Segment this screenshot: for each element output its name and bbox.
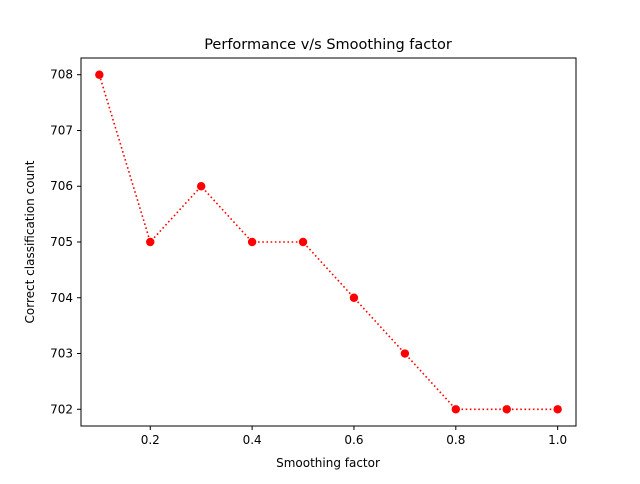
data-point bbox=[502, 405, 511, 414]
data-point bbox=[553, 405, 562, 414]
y-axis-label: Correct classification count bbox=[23, 160, 37, 323]
data-point bbox=[451, 405, 461, 414]
x-tick-label: 0.2 bbox=[141, 433, 160, 447]
y-tick-label: 702 bbox=[50, 402, 73, 416]
chart-title: Performance v/s Smoothing factor bbox=[204, 37, 452, 53]
y-tick-label: 706 bbox=[50, 179, 73, 193]
plot-frame bbox=[80, 57, 577, 427]
y-tick-label: 705 bbox=[50, 235, 73, 249]
plot-area bbox=[95, 70, 562, 414]
data-point bbox=[146, 237, 155, 247]
data-point bbox=[298, 237, 308, 247]
data-point bbox=[247, 237, 257, 247]
x-tick-label: 1.0 bbox=[548, 433, 567, 447]
y-tick-label: 703 bbox=[50, 347, 73, 361]
data-point bbox=[95, 70, 104, 79]
y-tick-label: 708 bbox=[50, 68, 73, 82]
x-tick-label: 0.4 bbox=[243, 433, 262, 447]
data-point bbox=[400, 349, 410, 358]
x-tick-label: 0.8 bbox=[446, 433, 465, 447]
data-point bbox=[349, 293, 359, 302]
x-axis-label: Smoothing factor bbox=[276, 456, 380, 470]
y-tick-label: 707 bbox=[50, 123, 73, 137]
x-axis: 0.2 0.4 0.6 0.8 1.0 bbox=[141, 426, 567, 447]
y-axis: 702 703 704 705 706 707 708 bbox=[50, 68, 81, 416]
data-point bbox=[196, 182, 206, 191]
y-tick-label: 704 bbox=[50, 291, 73, 305]
x-tick-label: 0.6 bbox=[344, 433, 363, 447]
